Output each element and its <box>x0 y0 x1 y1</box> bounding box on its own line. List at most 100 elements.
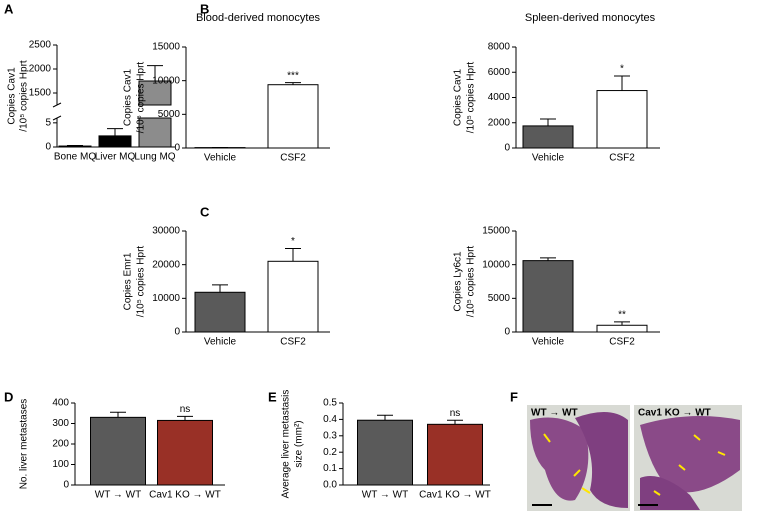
y-tick-label: 1500 <box>29 88 52 99</box>
y-axis-label: /10⁵ copies Hprt <box>136 246 147 318</box>
bar <box>59 146 91 147</box>
y-tick-label: 20000 <box>152 259 180 270</box>
y-axis-label: Copies Emr1 <box>123 252 134 310</box>
y-axis-label: Copies Cav1 <box>123 68 134 126</box>
image-label: WT → WT <box>531 408 578 419</box>
error-bar <box>285 249 301 262</box>
y-axis-label: Copies Ly6c1 <box>453 251 464 312</box>
error-bar <box>447 420 463 424</box>
x-tick-label: WT → WT <box>362 490 408 501</box>
y-axis-label: Average liver metastasis <box>281 390 292 499</box>
significance: ns <box>180 404 191 415</box>
y-tick-label: 4000 <box>488 92 511 103</box>
y-tick-label: 0.4 <box>323 414 337 425</box>
y-tick-label: 5000 <box>158 109 181 120</box>
y-tick-label: 10000 <box>152 75 180 86</box>
bar <box>597 325 647 332</box>
error-bar <box>377 415 393 420</box>
bar <box>195 292 245 332</box>
bar <box>358 420 413 485</box>
y-tick-label: 400 <box>52 398 69 409</box>
y-tick-label: 2500 <box>29 40 52 51</box>
significance: ** <box>618 310 626 321</box>
y-tick-label: 0 <box>45 142 51 153</box>
x-tick-label: Vehicle <box>532 337 565 348</box>
error-bar <box>212 285 228 292</box>
y-tick-label: 2000 <box>29 64 52 75</box>
y-tick-label: 0 <box>504 143 510 154</box>
y-tick-label: 0 <box>174 327 180 338</box>
bar <box>523 126 573 148</box>
bar <box>597 91 647 148</box>
y-tick-label: 10000 <box>152 293 180 304</box>
significance: *** <box>287 70 299 81</box>
x-tick-label: CSF2 <box>609 153 635 164</box>
y-axis-label: Copies Cav1 <box>453 68 464 126</box>
bar <box>268 261 318 332</box>
x-tick-label: Liver MQ <box>95 152 136 163</box>
y-axis-label: /10⁵ copies Hprt <box>136 62 147 134</box>
y-tick-label: 5000 <box>488 293 511 304</box>
y-tick-label: 10000 <box>482 259 510 270</box>
x-tick-label: Vehicle <box>204 337 237 348</box>
x-tick-label: Bone MQ <box>54 152 96 163</box>
x-tick-label: Cav1 KO → WT <box>149 490 221 501</box>
y-tick-label: 15000 <box>482 226 510 237</box>
y-tick-label: 30000 <box>152 226 180 237</box>
panel-letter: A <box>4 1 14 16</box>
x-tick-label: CSF2 <box>280 337 306 348</box>
y-axis-label: Copies Cav1 <box>7 67 18 125</box>
y-tick-label: 0.1 <box>323 463 337 474</box>
y-tick-label: 0 <box>504 327 510 338</box>
x-tick-label: Cav1 KO → WT <box>419 490 491 501</box>
y-tick-label: 0.2 <box>323 447 337 458</box>
x-tick-label: Vehicle <box>532 153 565 164</box>
panel-letter: F <box>510 389 518 404</box>
column-title: Spleen-derived monocytes <box>525 12 656 24</box>
error-bar <box>110 412 126 417</box>
y-tick-label: 0.5 <box>323 398 337 409</box>
y-tick-label: 0 <box>63 480 69 491</box>
x-tick-label: CSF2 <box>609 337 635 348</box>
panel-letter: D <box>4 389 13 404</box>
error-bar <box>177 416 193 420</box>
y-axis-label: size (mm²) <box>294 420 305 467</box>
significance: * <box>620 64 624 75</box>
error-bar <box>107 129 123 136</box>
error-bar <box>540 119 556 126</box>
panel-letter: C <box>200 204 210 219</box>
y-tick-label: 0.3 <box>323 430 337 441</box>
bar <box>268 85 318 148</box>
error-bar <box>614 322 630 325</box>
y-tick-label: 2000 <box>488 117 511 128</box>
y-tick-label: 15000 <box>152 42 180 53</box>
y-tick-label: 0 <box>174 143 180 154</box>
y-axis-label: /10⁵ copies Hprt <box>466 62 477 134</box>
x-tick-label: WT → WT <box>95 490 141 501</box>
bar <box>428 424 483 485</box>
significance: * <box>291 236 295 247</box>
significance: ns <box>450 408 461 419</box>
y-tick-label: 6000 <box>488 67 511 78</box>
x-tick-label: CSF2 <box>280 153 306 164</box>
column-title: Blood-derived monocytes <box>196 12 321 24</box>
y-tick-label: 8000 <box>488 42 511 53</box>
y-tick-label: 300 <box>52 418 69 429</box>
y-axis-label: No. liver metastases <box>19 399 30 490</box>
y-tick-label: 5 <box>45 117 51 128</box>
error-bar <box>614 76 630 91</box>
y-tick-label: 100 <box>52 459 69 470</box>
panel-letter: E <box>268 389 277 404</box>
bar <box>158 420 213 485</box>
bar <box>523 261 573 332</box>
image-label: Cav1 KO → WT <box>638 408 711 419</box>
y-tick-label: 0.0 <box>323 480 337 491</box>
micrograph: Cav1 KO → WT <box>634 405 742 511</box>
x-tick-label: Lung MQ <box>134 152 175 163</box>
bar <box>91 417 146 485</box>
y-tick-label: 200 <box>52 439 69 450</box>
micrograph: WT → WT <box>527 405 630 511</box>
x-tick-label: Vehicle <box>204 153 237 164</box>
y-axis-label: /10⁵ copies Hprt <box>466 246 477 318</box>
